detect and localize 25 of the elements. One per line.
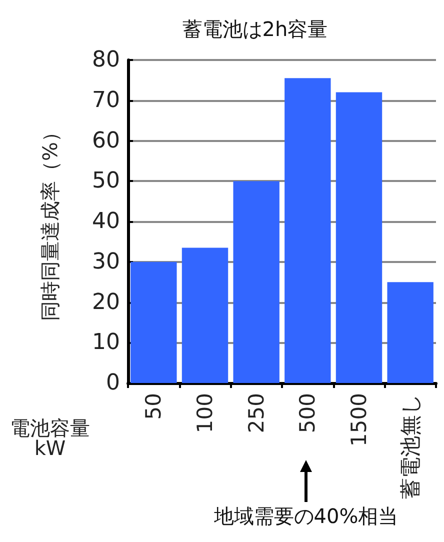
x-tick-label: 50 [142, 393, 166, 420]
y-tick-label: 60 [92, 128, 120, 154]
y-tick-label: 50 [92, 168, 120, 194]
y-tick-label: 0 [106, 370, 120, 396]
x-tick-label: 100 [193, 393, 217, 434]
y-tick-label: 40 [92, 209, 120, 234]
text: 地域需要の40%相当 [212, 504, 398, 528]
y-tick-label: 70 [92, 88, 120, 113]
y-tick-label: 30 [92, 249, 120, 274]
bar [284, 78, 331, 383]
bar [130, 262, 177, 383]
chart-title: 蓄電池は2h容量 [182, 17, 328, 41]
bar [233, 181, 280, 383]
bar [336, 92, 382, 383]
y-tick-label: 80 [92, 48, 120, 72]
bar [387, 282, 434, 383]
x-tick-label: 500 [296, 393, 320, 434]
y-tick-label: 20 [92, 290, 120, 315]
y-axis-title: 同時同量達成率（%） [38, 122, 62, 322]
x-axis-title: 電池容量 kW [10, 416, 90, 460]
x-tick-label: 250 [244, 393, 268, 434]
x-tick-label: 蓄電池無し [398, 393, 422, 499]
bar [182, 248, 228, 383]
y-tick-label: 10 [92, 330, 120, 356]
x-tick-label: 1500 [347, 393, 371, 446]
